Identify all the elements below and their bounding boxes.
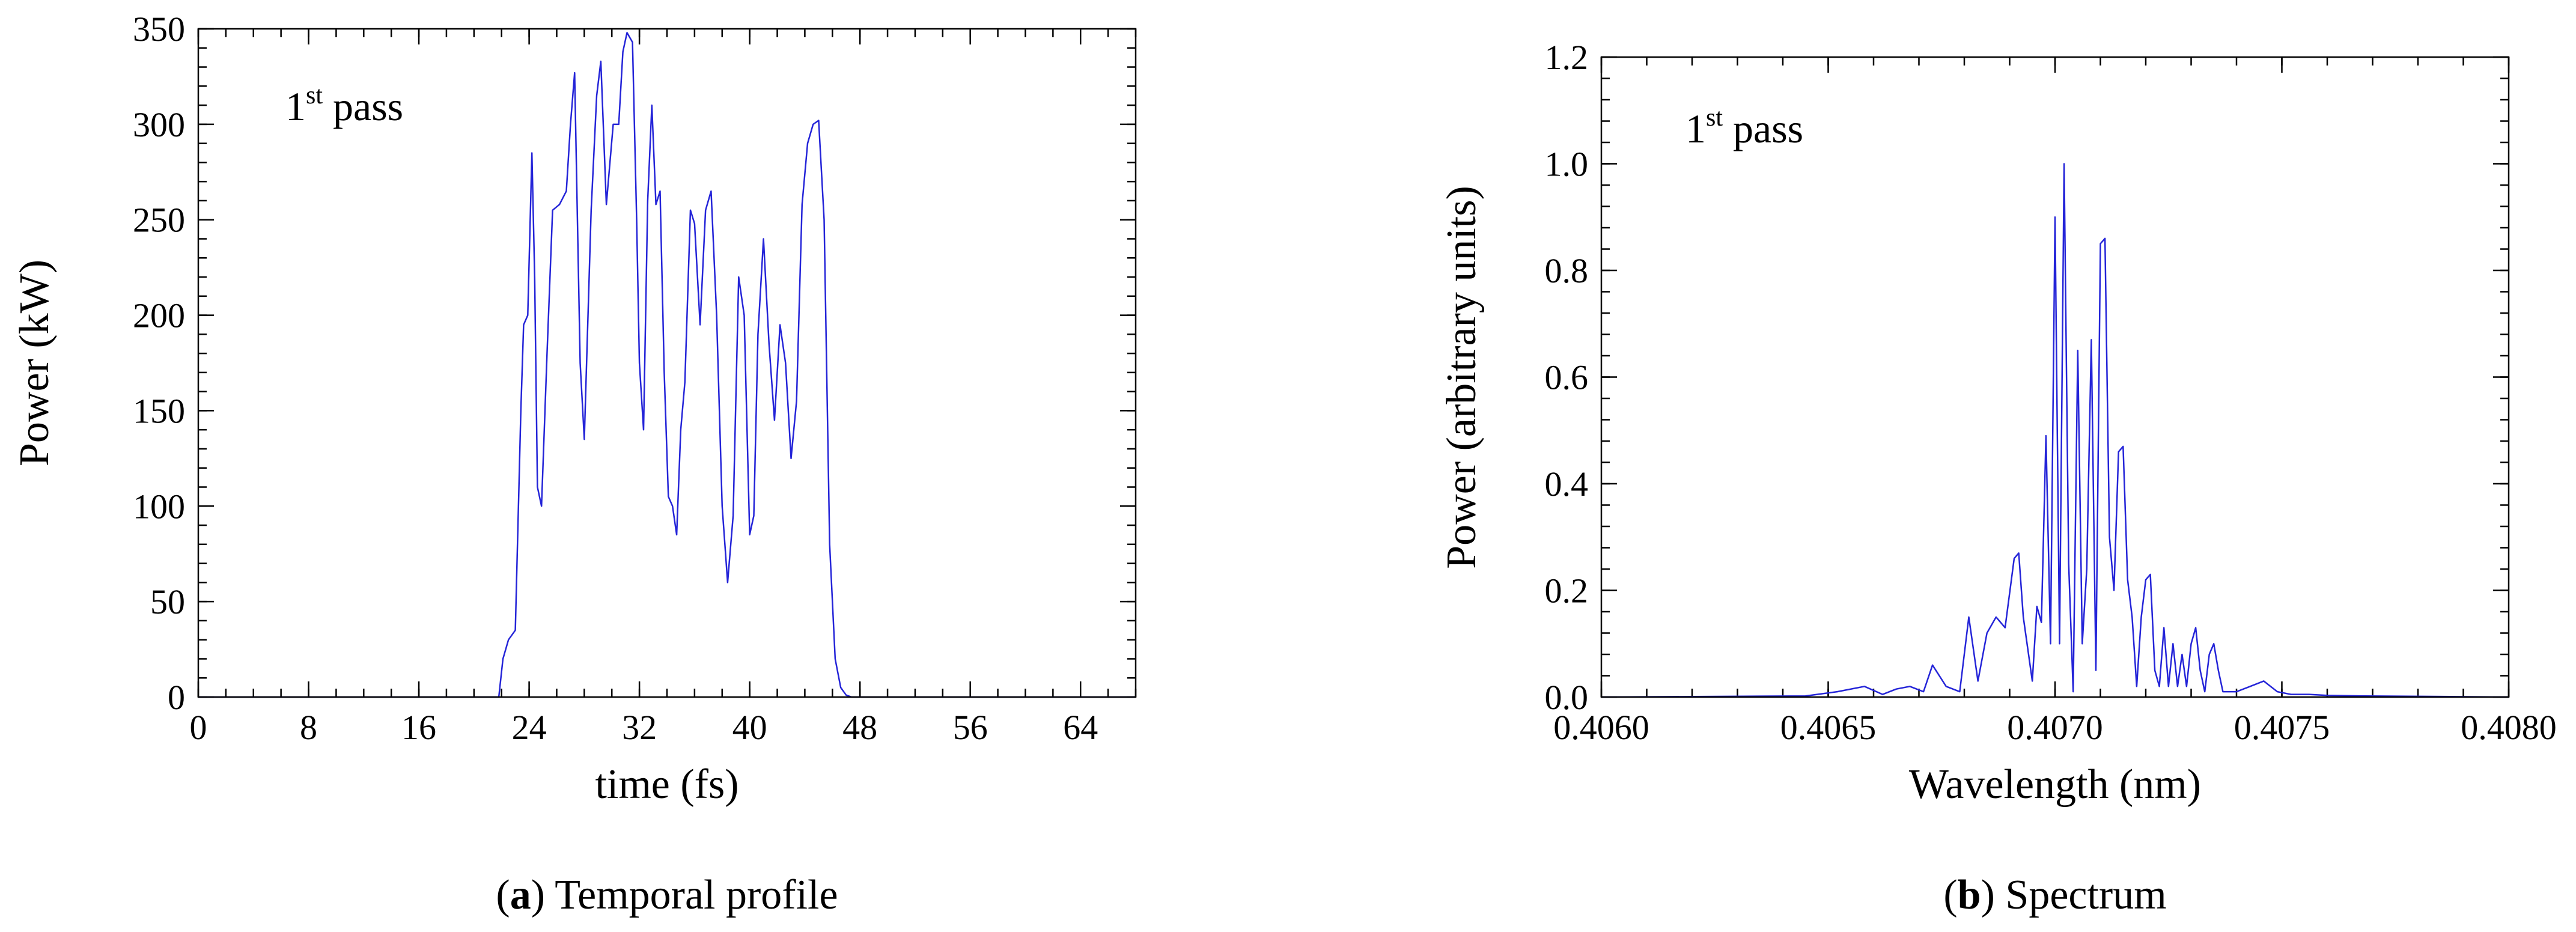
panel-a-pass-annotation: 1st pass bbox=[285, 82, 403, 129]
panel-a-x-tick-label: 56 bbox=[953, 708, 988, 747]
panel-b-pass-annotation: 1st pass bbox=[1685, 104, 1803, 151]
panel-b-y-axis-label: Power (arbitrary units) bbox=[1439, 186, 1485, 569]
panel-a-x-tick-label: 64 bbox=[1063, 708, 1098, 747]
panel-b-y-tick-label: 0.4 bbox=[1545, 464, 1589, 504]
panel-a-y-tick-label: 350 bbox=[133, 10, 185, 49]
panel-b-y-tick-label: 1.0 bbox=[1545, 145, 1589, 184]
panel-b-x-tick-label: 0.4070 bbox=[2007, 708, 2103, 747]
panel-a-y-tick-label: 100 bbox=[133, 487, 185, 526]
panel-a-tick-labels: 0 8 16 24 32 40 48 56 64 0 50 100 150 200 250 300 350 bbox=[133, 10, 1098, 747]
panel-a-x-tick-label: 48 bbox=[842, 708, 877, 747]
panel-a-x-tick-label: 32 bbox=[622, 708, 657, 747]
panel-b-y-tick-label: 0.0 bbox=[1545, 678, 1589, 717]
panel-a-y-tick-label: 50 bbox=[150, 582, 185, 621]
panel-b-tick-labels: 0.4060 0.4065 0.4070 0.4075 0.4080 0.0 0.2 0.4 0… bbox=[1545, 38, 2557, 747]
panel-a-y-tick-label: 300 bbox=[133, 105, 185, 144]
panel-b-plot-frame bbox=[1600, 56, 2510, 698]
panel-a-caption: (a) Temporal profile bbox=[496, 872, 838, 918]
panel-b-y-tick-label: 1.2 bbox=[1545, 38, 1589, 77]
panel-b-x-tick-label: 0.4060 bbox=[1553, 708, 1649, 747]
panel-b-x-axis-label: Wavelength (nm) bbox=[1909, 761, 2201, 808]
panel-a-series-line bbox=[198, 32, 1136, 698]
panel-b-y-tick-label: 0.8 bbox=[1545, 251, 1589, 290]
panel-a-x-tick-label: 16 bbox=[401, 708, 436, 747]
panel-b-x-tick-label: 0.4080 bbox=[2461, 708, 2557, 747]
panel-a-y-tick-label: 200 bbox=[133, 296, 185, 335]
panel-a-y-tick-label: 0 bbox=[168, 678, 185, 717]
panel-b-x-tick-label: 0.4065 bbox=[1780, 708, 1877, 747]
panel-b: 0.4060 0.4065 0.4070 0.4075 0.4080 0.0 0.2 0.4 0… bbox=[1439, 38, 2557, 918]
panel-a-x-axis-label: time (fs) bbox=[595, 761, 738, 808]
panel-a-x-tick-label: 8 bbox=[300, 708, 317, 747]
panel-a-y-axis-label: Power (kW) bbox=[11, 260, 58, 466]
panel-a-y-tick-label: 250 bbox=[133, 201, 185, 240]
panel-b-caption: (b) Spectrum bbox=[1943, 872, 2166, 918]
panel-a: 0 8 16 24 32 40 48 56 64 0 50 100 150 200 250 300 350 1s… bbox=[11, 10, 1137, 918]
panel-b-y-tick-label: 0.6 bbox=[1545, 358, 1589, 397]
panel-b-y-tick-label: 0.2 bbox=[1545, 571, 1589, 611]
panel-b-ticks bbox=[1600, 56, 2510, 698]
panel-b-x-tick-label: 0.4075 bbox=[2234, 708, 2330, 747]
panel-a-x-tick-label: 0 bbox=[190, 708, 207, 747]
panel-b-series-line bbox=[1601, 163, 2509, 698]
panel-a-y-tick-label: 150 bbox=[133, 391, 185, 430]
panel-a-x-tick-label: 24 bbox=[512, 708, 547, 747]
panel-a-x-tick-label: 40 bbox=[732, 708, 767, 747]
panel-a-plot-frame bbox=[197, 28, 1137, 698]
